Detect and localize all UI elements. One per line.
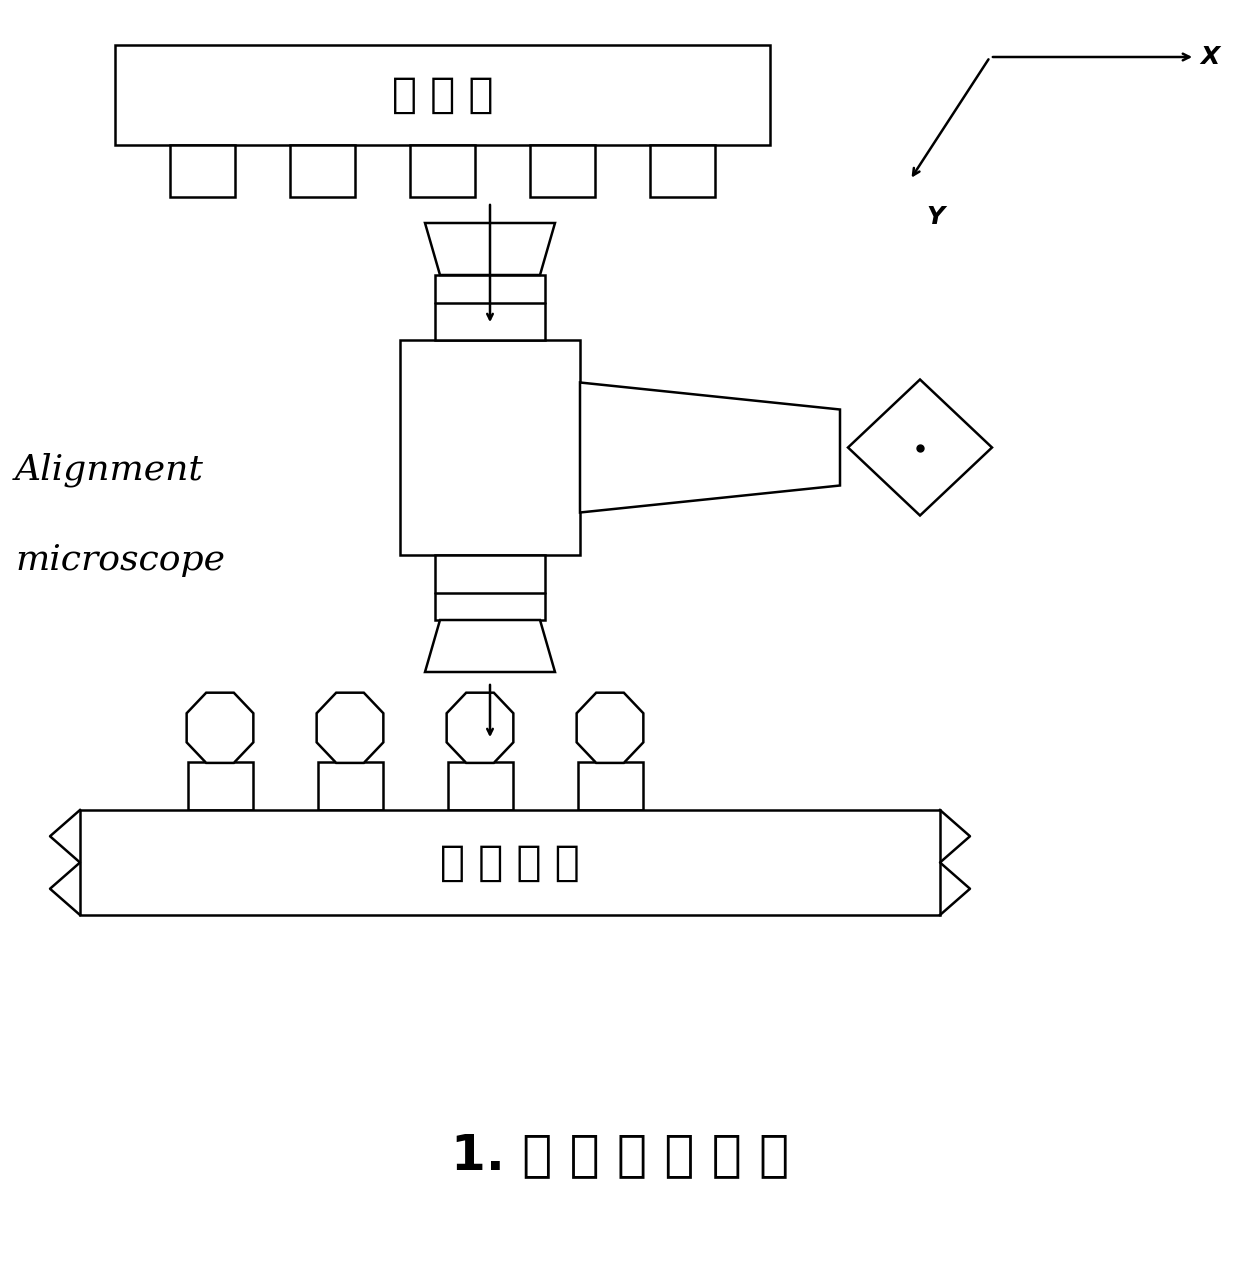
Bar — [188, 762, 253, 810]
Bar — [317, 762, 383, 810]
Bar — [435, 275, 546, 340]
Polygon shape — [187, 693, 253, 763]
Bar — [290, 145, 355, 197]
Bar — [81, 810, 940, 915]
Bar — [410, 145, 475, 197]
Text: 读 出 电 路: 读 出 电 路 — [440, 841, 580, 883]
Polygon shape — [446, 693, 513, 763]
Bar — [170, 145, 236, 197]
Polygon shape — [425, 620, 556, 672]
Polygon shape — [848, 380, 992, 516]
Text: Y: Y — [926, 205, 944, 229]
Polygon shape — [316, 693, 383, 763]
Bar — [578, 762, 644, 810]
Text: 探 测 器: 探 测 器 — [392, 73, 494, 116]
Polygon shape — [580, 382, 839, 512]
Bar — [115, 46, 770, 145]
Polygon shape — [425, 223, 556, 275]
Text: Alignment: Alignment — [15, 453, 203, 487]
Bar — [529, 145, 595, 197]
Text: 1. 倒 装 焊 机 压 焊: 1. 倒 装 焊 机 压 焊 — [451, 1131, 789, 1179]
Bar — [401, 340, 580, 555]
Text: X: X — [1200, 46, 1219, 70]
Polygon shape — [577, 693, 644, 763]
Text: microscope: microscope — [15, 543, 224, 577]
Bar — [448, 762, 513, 810]
Bar — [435, 555, 546, 620]
Bar — [650, 145, 715, 197]
